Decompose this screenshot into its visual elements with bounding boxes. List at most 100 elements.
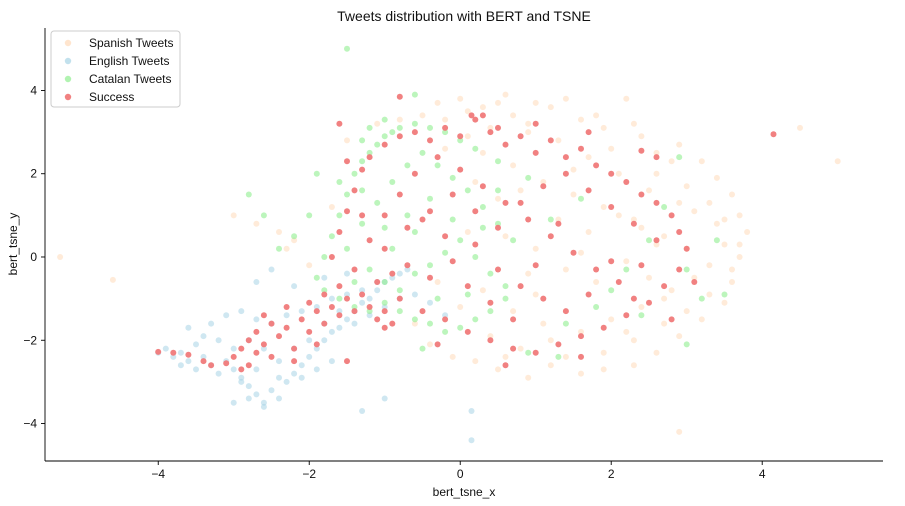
point [427, 208, 433, 215]
point [532, 291, 539, 298]
point [585, 229, 592, 235]
point [540, 183, 547, 190]
point [600, 324, 607, 331]
point [359, 137, 366, 144]
point [268, 266, 275, 273]
point [479, 104, 486, 111]
point [517, 345, 524, 352]
point [495, 366, 501, 373]
point [344, 45, 350, 52]
point [411, 229, 418, 235]
point [442, 328, 449, 335]
point [555, 137, 562, 144]
point [593, 279, 600, 285]
point [547, 233, 554, 240]
point [344, 358, 350, 365]
point [646, 299, 652, 306]
point [427, 124, 433, 131]
point [547, 216, 554, 223]
series-success [155, 93, 777, 373]
point [411, 316, 418, 323]
point [457, 237, 464, 244]
point [193, 341, 199, 348]
y-tick-label: 4 [30, 83, 37, 97]
point [253, 316, 260, 323]
x-tick-label: 0 [457, 467, 464, 481]
point [177, 362, 184, 369]
point [464, 328, 471, 335]
point [321, 274, 328, 281]
point [472, 116, 479, 123]
point [676, 229, 683, 235]
point [253, 328, 260, 335]
point [162, 345, 169, 352]
point [434, 341, 441, 348]
point [359, 166, 366, 173]
point [502, 91, 509, 98]
x-tick-label: 2 [608, 467, 615, 481]
x-tick-label: −4 [151, 467, 165, 481]
point [442, 316, 449, 323]
point [381, 304, 388, 310]
point [502, 199, 509, 206]
point [434, 295, 441, 302]
point [253, 279, 260, 285]
point [502, 295, 509, 302]
point [683, 266, 690, 273]
point [691, 279, 698, 285]
point [691, 274, 698, 281]
point [313, 304, 320, 310]
point [721, 299, 728, 306]
point [706, 262, 713, 269]
y-tick-label: 0 [30, 250, 37, 264]
point [510, 112, 517, 119]
point [562, 320, 569, 327]
point [630, 295, 637, 302]
point [646, 274, 652, 281]
point [555, 341, 562, 348]
point [411, 270, 418, 277]
point [276, 374, 282, 381]
point [434, 279, 441, 285]
point [291, 358, 298, 365]
point [487, 337, 494, 344]
point [479, 112, 486, 119]
point [585, 129, 592, 136]
point [306, 299, 313, 306]
point [298, 362, 305, 369]
point [359, 287, 366, 294]
point [502, 362, 509, 369]
point [608, 170, 615, 177]
point [245, 383, 252, 390]
point [336, 120, 343, 127]
y-ticks: −4 −2 0 2 4 [23, 83, 45, 431]
point [479, 287, 486, 294]
point [600, 349, 607, 356]
point [170, 353, 177, 360]
point [630, 362, 637, 369]
point [381, 324, 388, 331]
point [525, 349, 532, 356]
point [427, 341, 433, 348]
point [713, 220, 720, 227]
point [585, 187, 592, 194]
point [185, 324, 192, 331]
point [547, 362, 554, 369]
series-english-tweets [155, 266, 475, 444]
point [442, 124, 449, 131]
point [276, 333, 282, 340]
point [238, 308, 245, 315]
point [502, 353, 509, 360]
point [344, 291, 350, 298]
point [427, 262, 433, 269]
point [721, 216, 728, 223]
point [306, 353, 313, 360]
point [351, 304, 358, 310]
point [457, 133, 464, 140]
point [479, 183, 486, 190]
point [344, 137, 350, 144]
point [253, 349, 260, 356]
point [404, 224, 411, 231]
point [366, 149, 373, 156]
point [344, 316, 350, 323]
